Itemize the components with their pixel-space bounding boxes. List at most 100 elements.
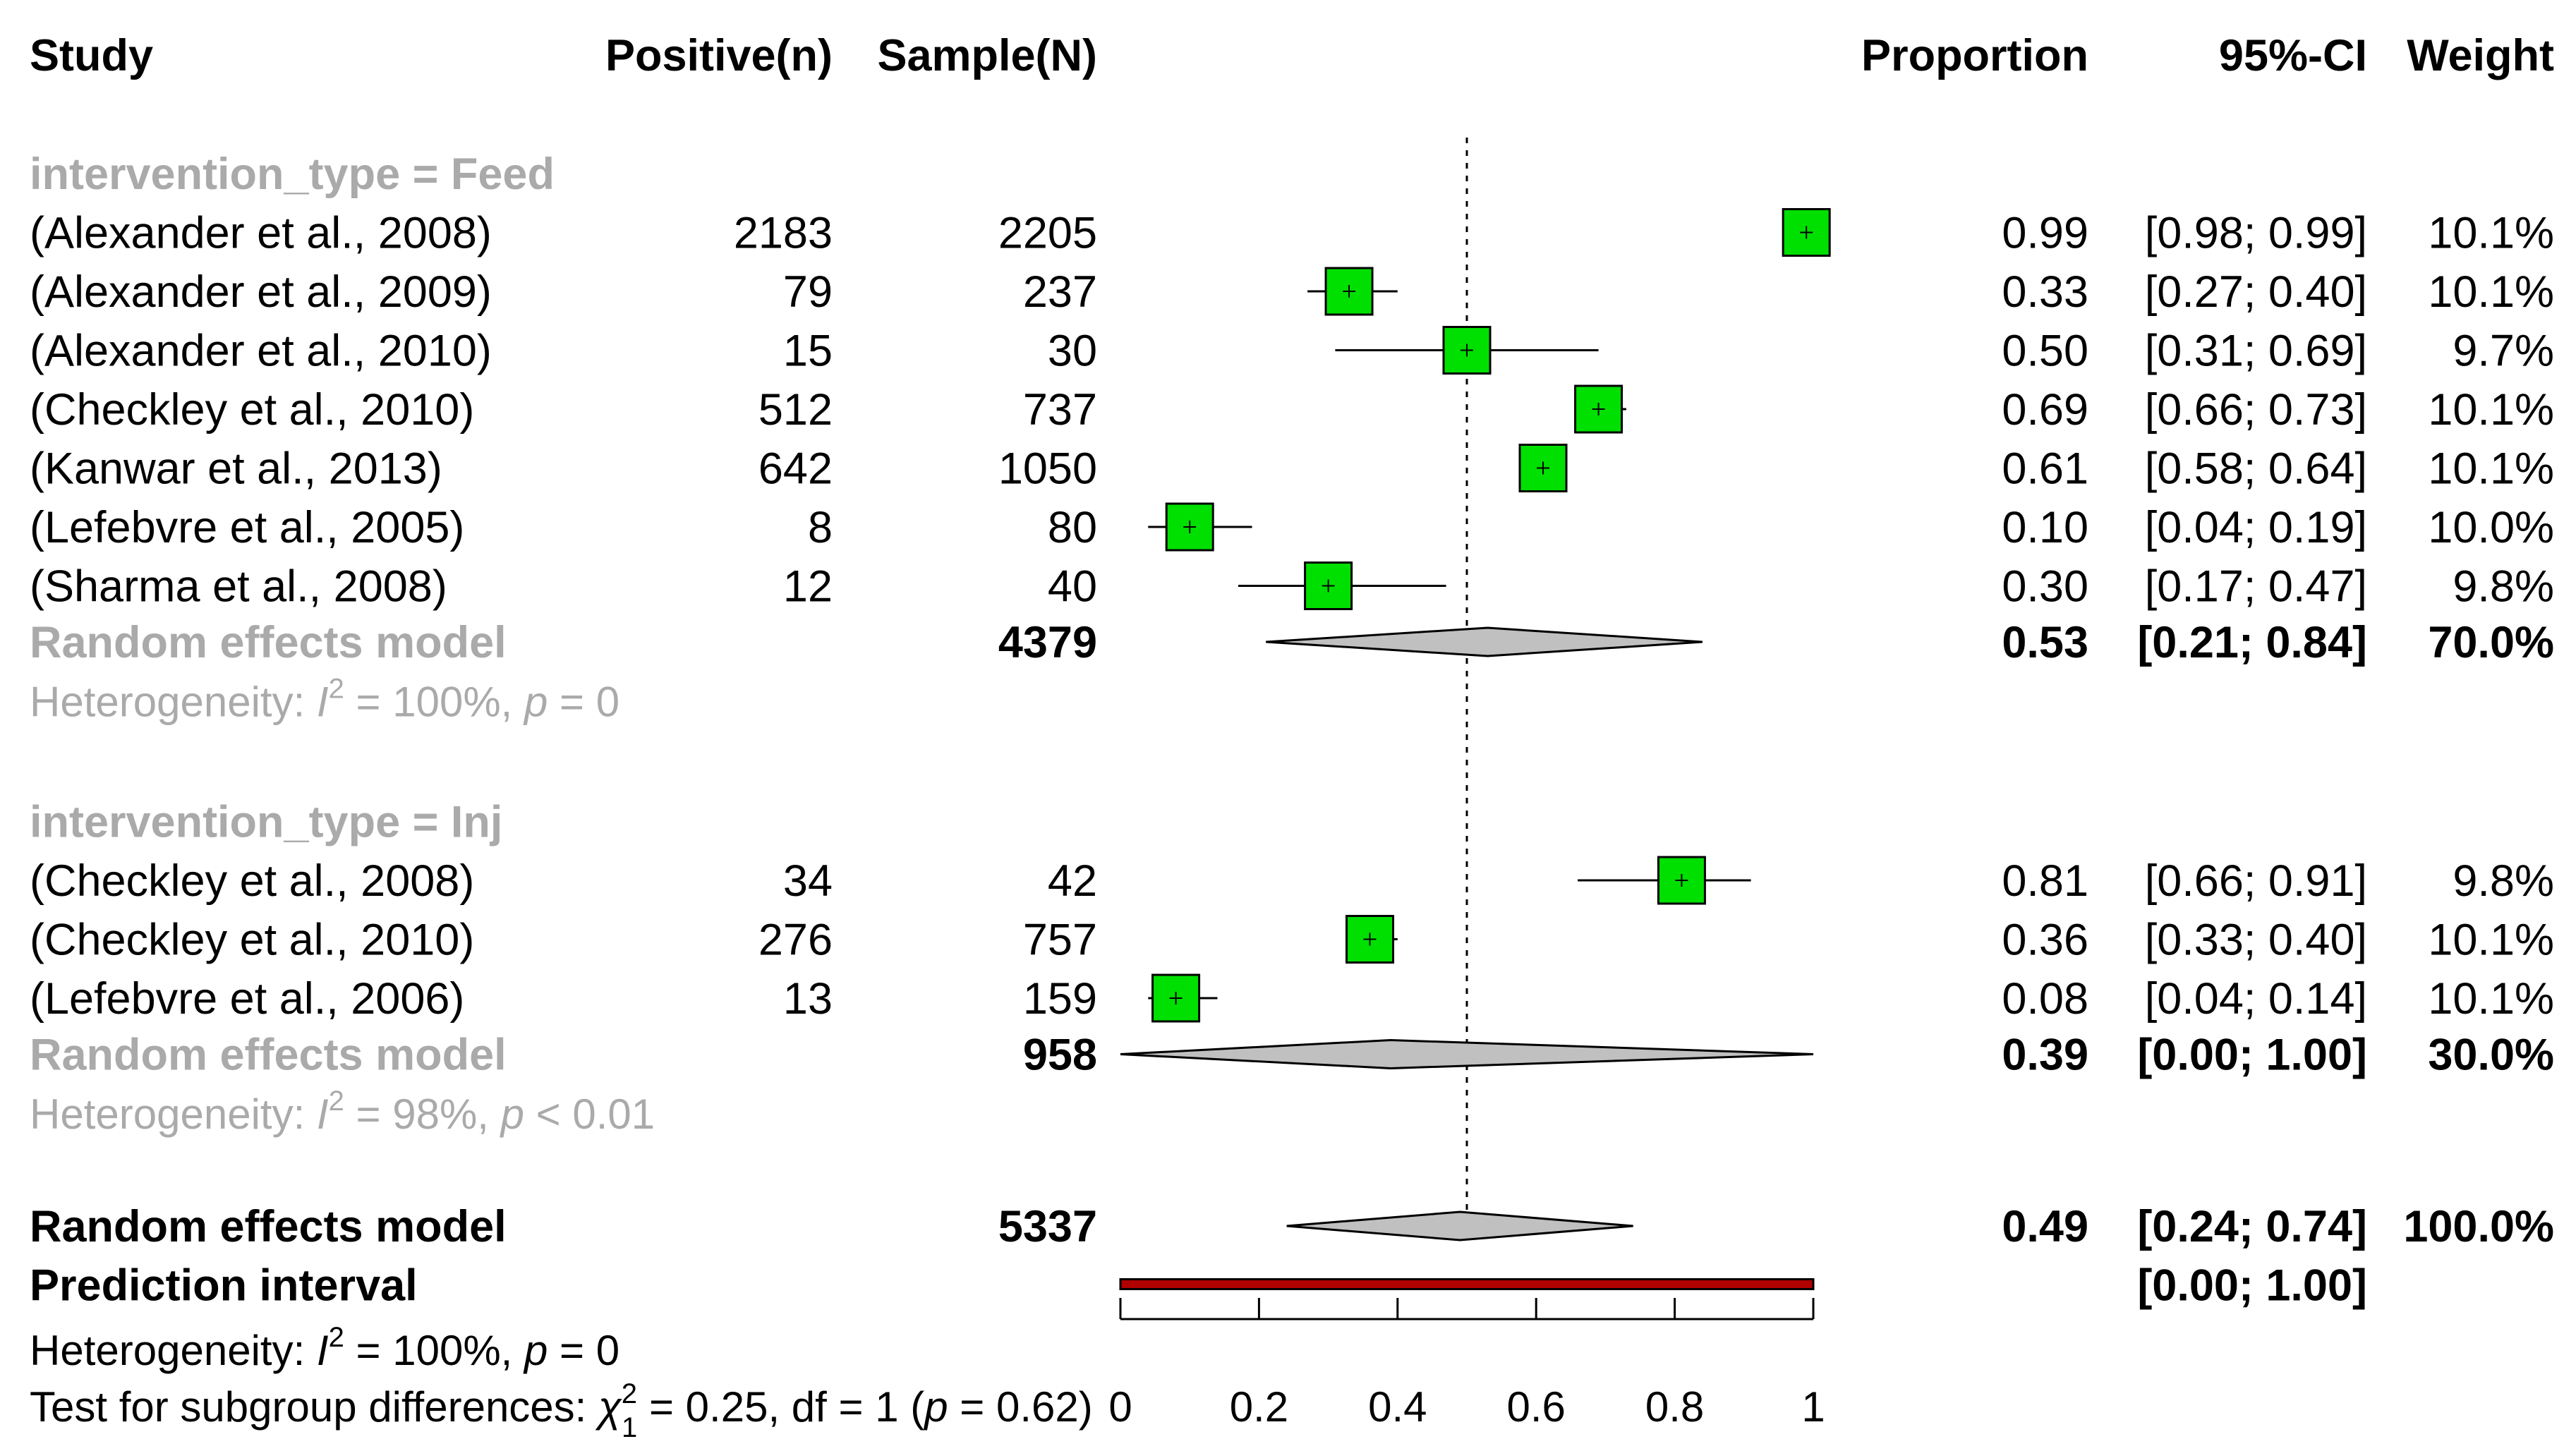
positive-count: 34	[783, 856, 833, 906]
ci-value: [0.04; 0.19]	[2145, 503, 2367, 552]
chi-symbol: χ	[595, 1383, 622, 1431]
chi-exponent: 2	[622, 1378, 637, 1409]
ci-value: [0.33; 0.40]	[2145, 916, 2367, 965]
proportion-value: 0.61	[2002, 444, 2088, 494]
proportion-value: 0.30	[2002, 562, 2088, 612]
positive-count: 642	[758, 444, 833, 494]
weight-value: 10.1%	[2428, 385, 2554, 435]
plot-marks	[1119, 208, 1831, 1290]
pooled-sample: 4379	[998, 618, 1097, 667]
pooled-diamond	[1286, 1210, 1633, 1241]
overall-heterogeneity: Heterogeneity: I2 = 100%, p = 0	[30, 1322, 619, 1374]
pooled-diamond	[1266, 626, 1703, 657]
x-tick-label: 0	[1108, 1383, 1132, 1431]
pooled-weight: 70.0%	[2428, 618, 2554, 667]
proportion-value: 0.50	[2002, 327, 2088, 376]
x-tick-label: 1	[1801, 1383, 1825, 1431]
subgroup-heterogeneity: Heterogeneity: I2 = 100%, p = 0	[30, 674, 619, 726]
ci-value: [0.27; 0.40]	[2145, 267, 2367, 317]
sample-size: 737	[1023, 385, 1097, 435]
overall-p-symbol: p	[523, 1327, 548, 1374]
x-tick-label: 0.8	[1645, 1383, 1704, 1431]
proportion-value: 0.33	[2002, 267, 2088, 317]
pooled-sample: 5337	[998, 1202, 1097, 1251]
x-tick-label: 0.4	[1368, 1383, 1427, 1431]
ci-value: [0.17; 0.47]	[2145, 562, 2367, 612]
weight-value: 10.1%	[2428, 444, 2554, 494]
x-tick-label: 0.6	[1506, 1383, 1565, 1431]
sample-size: 159	[1023, 974, 1097, 1024]
pooled-weight: 100.0%	[2403, 1202, 2554, 1251]
subgroup-pooled-label: Random effects model	[30, 1031, 507, 1080]
subgroup-pooled-label: Random effects model	[30, 618, 507, 667]
pooled-ci: [0.24; 0.74]	[2137, 1202, 2367, 1251]
weight-value: 9.8%	[2453, 562, 2554, 612]
positive-count: 512	[758, 385, 833, 435]
pooled-ci: [0.21; 0.84]	[2137, 618, 2367, 667]
ci-value: [0.98; 0.99]	[2145, 209, 2367, 258]
weight-value: 9.8%	[2453, 856, 2554, 906]
positive-count: 2183	[734, 209, 833, 258]
proportion-value: 0.99	[2002, 209, 2088, 258]
pooled-sample: 958	[1023, 1031, 1097, 1080]
pooled-proportion: 0.53	[2002, 618, 2088, 667]
subgroup-label: intervention_type = Feed	[30, 150, 555, 199]
pooled-diamond	[1120, 1038, 1814, 1070]
pooled-proportion: 0.39	[2002, 1031, 2088, 1080]
proportion-value: 0.69	[2002, 385, 2088, 435]
subgroup-heterogeneity: Heterogeneity: I2 = 98%, p < 0.01	[30, 1086, 655, 1138]
ci-value: [0.04; 0.14]	[2145, 974, 2367, 1024]
study-name: (Checkley et al., 2010)	[30, 916, 474, 965]
ci-value: [0.66; 0.73]	[2145, 385, 2367, 435]
overall-heterogeneity-p: = 0	[548, 1327, 619, 1374]
heterogeneity-part: I	[317, 1091, 329, 1138]
sample-size: 1050	[998, 444, 1097, 494]
sample-size: 2205	[998, 209, 1097, 258]
study-name: (Checkley et al., 2010)	[30, 385, 474, 435]
chi-subscript: 1	[622, 1412, 637, 1443]
study-name: (Checkley et al., 2008)	[30, 856, 474, 906]
prediction-interval-ci: [0.00; 1.00]	[2137, 1261, 2367, 1311]
ci-value: [0.66; 0.91]	[2145, 856, 2367, 906]
ci-value: [0.31; 0.69]	[2145, 327, 2367, 376]
overall-pooled-label: Random effects model	[30, 1202, 507, 1251]
subgroup-test-stat: = 0.25, df = 1 (	[637, 1383, 924, 1431]
heterogeneity-part: = 100%,	[344, 679, 524, 726]
subgroup-label: intervention_type = Inj	[30, 798, 502, 847]
study-name: (Lefebvre et al., 2005)	[30, 503, 464, 552]
weight-value: 9.7%	[2453, 327, 2554, 376]
heterogeneity-part: = 0	[548, 679, 619, 726]
x-tick-label: 0.2	[1230, 1383, 1288, 1431]
weight-value: 10.1%	[2428, 974, 2554, 1024]
positive-count: 15	[783, 327, 833, 376]
weight-value: 10.1%	[2428, 916, 2554, 965]
study-name: (Alexander et al., 2009)	[30, 267, 492, 317]
heterogeneity-part: 2	[329, 674, 344, 705]
subgroup-test: Test for subgroup differences: χ2 1 = 0.2…	[30, 1378, 1093, 1443]
prediction-interval-label: Prediction interval	[30, 1261, 418, 1311]
positive-count: 8	[808, 503, 833, 552]
weight-value: 10.1%	[2428, 209, 2554, 258]
sample-size: 30	[1048, 327, 1097, 376]
positive-count: 13	[783, 974, 833, 1024]
overall-i2-symbol: I	[317, 1327, 329, 1374]
positive-count: 79	[783, 267, 833, 317]
weight-value: 10.1%	[2428, 267, 2554, 317]
study-name: (Alexander et al., 2008)	[30, 209, 492, 258]
heterogeneity-part: p	[500, 1091, 524, 1138]
overall-i2-exponent: 2	[329, 1322, 344, 1353]
heterogeneity-part: Heterogeneity:	[30, 679, 317, 726]
header-proportion: Proportion	[1861, 31, 2088, 80]
header-positive: Positive(n)	[605, 31, 833, 80]
positive-count: 276	[758, 916, 833, 965]
study-box	[1518, 444, 1568, 492]
weight-value: 10.0%	[2428, 503, 2554, 552]
proportion-value: 0.10	[2002, 503, 2088, 552]
pooled-weight: 30.0%	[2428, 1031, 2554, 1080]
sample-size: 80	[1048, 503, 1097, 552]
proportion-value: 0.08	[2002, 974, 2088, 1024]
positive-count: 12	[783, 562, 833, 612]
subgroup-test-p: = 0.62)	[948, 1383, 1093, 1431]
heterogeneity-part: 2	[329, 1086, 344, 1117]
